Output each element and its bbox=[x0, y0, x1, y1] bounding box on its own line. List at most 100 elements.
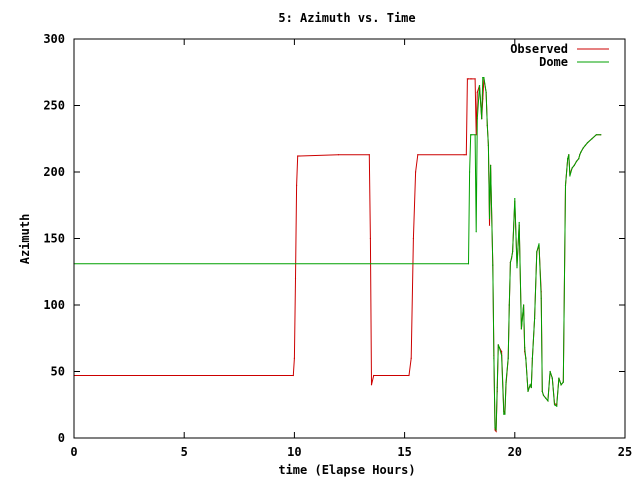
data-point bbox=[490, 164, 492, 166]
data-point bbox=[534, 317, 536, 319]
data-point bbox=[471, 134, 473, 136]
data-point bbox=[509, 261, 511, 263]
data-point bbox=[538, 243, 540, 245]
legend-label-dome: Dome bbox=[539, 55, 568, 69]
data-point bbox=[549, 370, 551, 373]
data-point bbox=[476, 118, 478, 120]
data-point bbox=[553, 404, 556, 406]
data-point bbox=[465, 154, 467, 156]
data-point bbox=[475, 231, 477, 233]
plot-area: 0 50 100 150 200 250 300 0 5 10 15 20 25 bbox=[43, 32, 632, 459]
data-point bbox=[575, 160, 578, 162]
y-tick-label: 0 bbox=[58, 431, 65, 445]
data-point bbox=[501, 351, 503, 353]
data-point bbox=[482, 77, 484, 79]
data-point bbox=[525, 357, 527, 359]
data-point bbox=[600, 134, 602, 136]
x-tick-label: 0 bbox=[70, 445, 77, 459]
data-point bbox=[580, 151, 582, 153]
data-point bbox=[417, 154, 419, 156]
data-point bbox=[474, 78, 476, 80]
y-tick-label: 50 bbox=[51, 365, 65, 379]
data-point bbox=[470, 78, 472, 80]
data-point bbox=[514, 198, 516, 200]
data-point bbox=[516, 267, 518, 269]
data-point bbox=[483, 77, 485, 79]
data-point bbox=[292, 374, 294, 377]
plot-frame bbox=[73, 38, 626, 439]
data-point bbox=[463, 154, 465, 156]
data-point bbox=[408, 374, 410, 377]
data-point bbox=[531, 357, 534, 359]
data-point bbox=[540, 297, 542, 299]
data-point bbox=[497, 344, 499, 346]
legend-label-observed: Observed bbox=[510, 42, 568, 56]
data-point bbox=[530, 386, 532, 389]
data-point bbox=[569, 175, 571, 177]
data-point bbox=[488, 224, 491, 226]
y-tick-label: 150 bbox=[43, 232, 65, 246]
data-point bbox=[475, 134, 477, 136]
data-point bbox=[368, 154, 370, 156]
data-point bbox=[556, 405, 558, 407]
data-point bbox=[595, 134, 597, 136]
data-point bbox=[579, 154, 581, 156]
x-tick-label: 15 bbox=[397, 445, 411, 459]
data-point bbox=[510, 257, 513, 259]
data-point bbox=[542, 394, 545, 396]
data-point bbox=[488, 217, 491, 220]
data-point bbox=[498, 347, 500, 349]
data-point bbox=[474, 134, 476, 136]
data-point bbox=[586, 142, 589, 144]
data-point bbox=[467, 263, 470, 265]
data-point bbox=[471, 78, 473, 80]
data-point bbox=[523, 304, 525, 306]
data-point bbox=[558, 377, 560, 379]
data-point bbox=[486, 124, 488, 126]
data-point bbox=[501, 354, 503, 357]
data-point bbox=[496, 386, 498, 389]
data-point bbox=[571, 167, 573, 169]
data-point bbox=[481, 118, 483, 120]
data-point bbox=[524, 347, 526, 349]
data-point bbox=[529, 384, 531, 386]
data-point bbox=[494, 426, 496, 428]
data-point bbox=[493, 357, 495, 359]
y-tick-label: 250 bbox=[43, 99, 65, 113]
x-tick-label: 5 bbox=[181, 445, 188, 459]
data-point bbox=[337, 154, 340, 156]
data-point bbox=[293, 357, 295, 359]
data-point bbox=[527, 390, 529, 392]
data-point bbox=[476, 91, 478, 93]
data-point bbox=[469, 171, 471, 173]
data-point bbox=[370, 384, 373, 386]
data-point bbox=[536, 251, 538, 253]
data-point bbox=[415, 171, 417, 173]
data-point bbox=[582, 147, 584, 149]
data-point bbox=[578, 158, 580, 160]
x-tick-label: 20 bbox=[508, 445, 522, 459]
data-point bbox=[551, 377, 553, 379]
data-point bbox=[504, 413, 506, 415]
data-point bbox=[495, 429, 497, 431]
data-point bbox=[573, 164, 575, 166]
data-point bbox=[562, 381, 564, 383]
data-point bbox=[545, 397, 547, 399]
x-axis-title: time (Elapse Hours) bbox=[278, 463, 415, 477]
data-point bbox=[466, 78, 468, 80]
data-point bbox=[568, 154, 570, 156]
data-point bbox=[541, 390, 543, 392]
data-point bbox=[505, 381, 507, 383]
data-point bbox=[467, 78, 470, 80]
data-point bbox=[492, 264, 494, 266]
data-point bbox=[511, 251, 514, 253]
y-tick-label: 100 bbox=[43, 298, 65, 312]
data-point bbox=[478, 85, 481, 87]
data-point bbox=[520, 328, 523, 330]
data-point bbox=[503, 413, 505, 415]
data-point bbox=[547, 400, 549, 402]
data-point bbox=[564, 184, 567, 186]
data-point bbox=[560, 384, 562, 386]
